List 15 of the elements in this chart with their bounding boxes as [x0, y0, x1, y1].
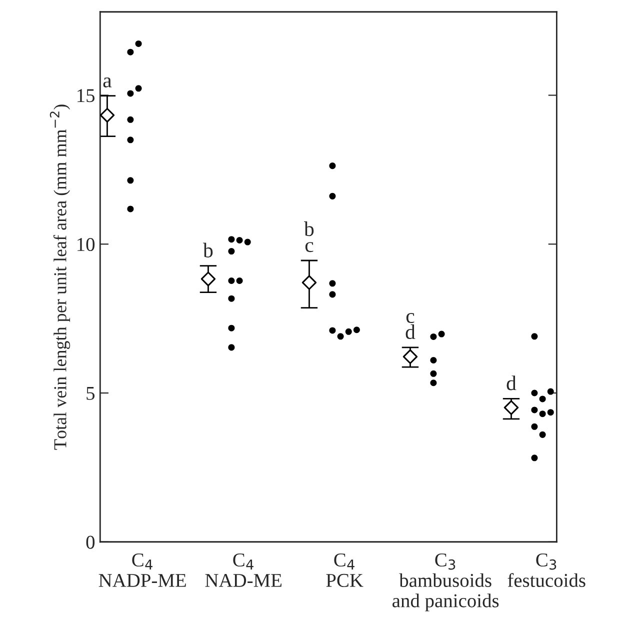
y-tick-label: 5 — [86, 387, 95, 400]
annotation: b c — [304, 221, 314, 252]
y-tick-label: 0 — [86, 536, 95, 549]
y-tick-label: 15 — [78, 89, 95, 102]
x-tick-label: C$_{4}$ NAD-ME — [205, 553, 282, 587]
annotation: b — [203, 242, 213, 258]
y-axis-title: Total vein length per unit leaf area (mm mm$^{−2}$) — [50, 104, 70, 450]
x-tick-label: C$_{4}$ NADP-ME — [98, 553, 186, 587]
annotation: a — [103, 77, 112, 88]
x-tick-label: C$_{3}$ bambusoids and panicoids — [392, 553, 499, 612]
x-tick-label: C$_{3}$ festucoids — [508, 553, 586, 587]
annotation: c d — [406, 313, 416, 340]
annotation: d — [506, 376, 516, 390]
x-tick-label: C$_{4}$ PCK — [326, 553, 364, 587]
y-tick-label: 10 — [78, 238, 95, 252]
